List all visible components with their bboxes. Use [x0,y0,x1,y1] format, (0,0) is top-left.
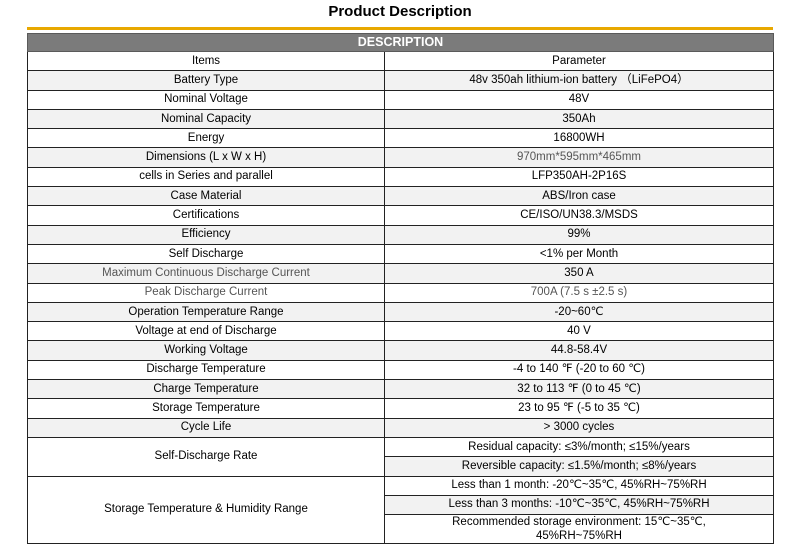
row-value: Residual capacity: ≤3%/month; ≤15%/years [384,436,774,458]
table-row: Storage Temperature & Humidity Range Les… [27,475,774,545]
table-row: Discharge Temperature -4 to 140 ℉ (-20 t… [27,359,774,381]
row-value: 40 V [384,321,774,342]
row-value: Reversible capacity: ≤1.5%/month; ≤8%/ye… [384,456,774,477]
row-value: CE/ISO/UN38.3/MSDS [384,205,774,226]
row-item: Nominal Voltage [27,89,385,110]
row-value: <1% per Month [384,243,774,265]
table-row: Nominal Voltage 48V [27,89,774,110]
row-value: Less than 1 month: -20℃~35℃, 45%RH~75%RH [384,475,774,496]
row-item: Working Voltage [27,340,385,361]
row-value: > 3000 cycles [384,417,774,438]
table-row: Self-Discharge Rate Residual capacity: ≤… [27,436,774,477]
row-value: 32 to 113 ℉ (0 to 45 ℃) [384,379,774,400]
table-row: Less than 3 months: -10℃~35℃, 45%RH~75%R… [28,494,774,516]
table-banner: DESCRIPTION [27,33,774,52]
row-value: 700A (7.5 s ±2.5 s) [384,282,774,303]
table-row: Certifications CE/ISO/UN38.3/MSDS [27,205,774,226]
spec-table: DESCRIPTION Items Parameter Battery Type… [27,33,774,545]
page-title: Product Description [328,3,472,20]
table-row: Maximum Continuous Discharge Current 350… [27,263,774,284]
header-parameter: Parameter [384,50,774,72]
row-item: Maximum Continuous Discharge Current [27,263,385,284]
table-row: Cycle Life > 3000 cycles [27,417,774,438]
row-value: 350 A [384,263,774,284]
row-value: 350Ah [384,108,774,130]
row-value: LFP350AH-2P16S [384,166,774,188]
table-row: Dimensions (L x W x H) 970mm*595mm*465mm [27,147,774,168]
table-header-row: Items Parameter [27,50,774,72]
table-row: Energy 16800WH [27,128,774,149]
row-item: cells in Series and parallel [27,166,385,188]
table-row: Efficiency 99% [27,224,774,245]
row-value: 970mm*595mm*465mm [384,147,774,168]
table-row: Nominal Capacity 350Ah [27,108,774,130]
row-value: 48v 350ah lithium-ion battery （LiFePO4） [384,70,774,91]
row-item: Self-Discharge Rate [27,436,385,477]
row-value: 23 to 95 ℉ (-5 to 35 ℃) [384,398,774,419]
row-item: Cycle Life [27,417,385,438]
row-item: Battery Type [27,70,385,91]
row-value: 16800WH [384,128,774,149]
table-row: Storage Temperature 23 to 95 ℉ (-5 to 35… [27,398,774,419]
row-value: ABS/Iron case [384,186,774,207]
row-item: Charge Temperature [27,379,385,400]
row-value: -4 to 140 ℉ (-20 to 60 ℃) [384,359,774,381]
table-row: cells in Series and parallel LFP350AH-2P… [27,166,774,188]
row-item: Voltage at end of Discharge [27,321,385,342]
row-item: Peak Discharge Current [27,282,385,303]
row-item: Certifications [27,205,385,226]
table-row: Battery Type 48v 350ah lithium-ion batte… [27,70,774,91]
table-row: Case Material ABS/Iron case [27,186,774,207]
row-value: 48V [384,89,774,110]
row-item: Efficiency [27,224,385,245]
title-underline [27,27,773,30]
row-item: Self Discharge [27,243,385,265]
row-value: -20~60℃ [384,301,774,323]
row-item: Storage Temperature & Humidity Range [27,475,385,545]
table-row: Voltage at end of Discharge 40 V [27,321,774,342]
row-item: Discharge Temperature [27,359,385,381]
row-item: Operation Temperature Range [27,301,385,323]
row-value: Recommended storage environment: 15℃~35℃… [384,514,774,545]
table-row: Peak Discharge Current 700A (7.5 s ±2.5 … [27,282,774,303]
table-row: Working Voltage 44.8-58.4V [27,340,774,361]
header-items: Items [27,50,385,72]
table-row: Charge Temperature 32 to 113 ℉ (0 to 45 … [27,379,774,400]
row-item: Nominal Capacity [27,108,385,130]
row-value: 44.8-58.4V [384,340,774,361]
table-row: Recommended storage environment: 15℃~35℃… [28,514,774,545]
row-item: Dimensions (L x W x H) [27,147,385,168]
table-row: Self Discharge <1% per Month [27,243,774,265]
table-row: Operation Temperature Range -20~60℃ [27,301,774,323]
row-value: 99% [384,224,774,245]
row-item: Case Material [27,186,385,207]
row-value: Less than 3 months: -10℃~35℃, 45%RH~75%R… [384,494,774,516]
row-item: Energy [27,128,385,149]
row-item: Storage Temperature [27,398,385,419]
table-row: Reversible capacity: ≤1.5%/month; ≤8%/ye… [28,456,774,477]
